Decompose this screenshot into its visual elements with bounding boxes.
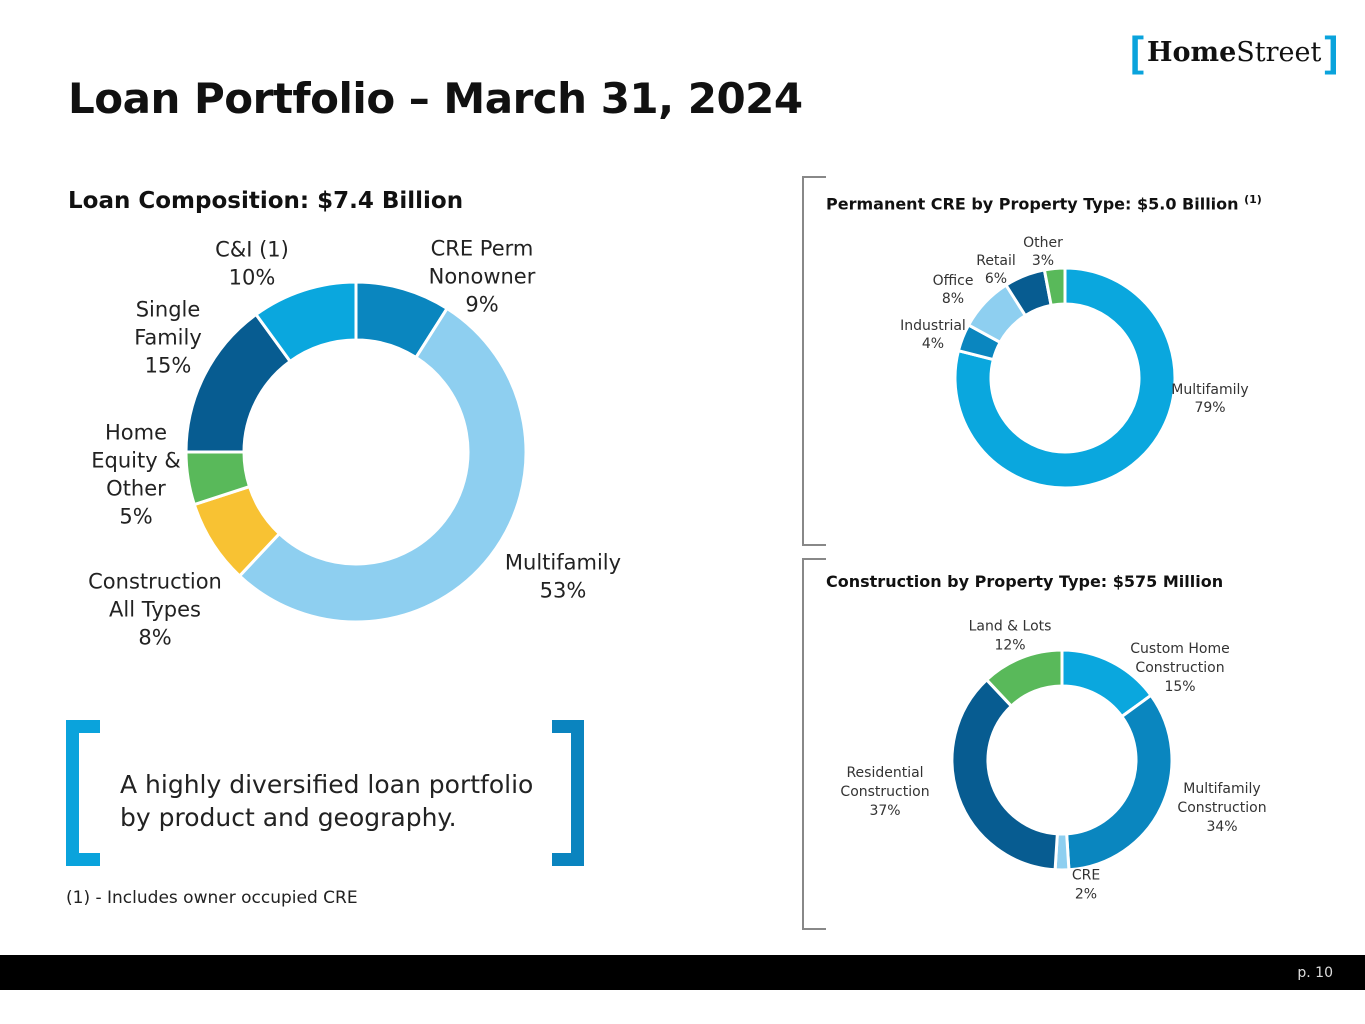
homestreet-logo: [ HomeStreet ] (1130, 30, 1338, 74)
construction-label-custom-home-construction: Custom Home Construction 15% (1130, 641, 1229, 695)
permanent-cre-donut-chart: Multifamily 79% Industrial 4% Office 8%Retail… (900, 235, 1249, 490)
loan-label-c-i-1: C&I (1) 10% (215, 237, 289, 289)
permanent-cre-footnote-ref: (1) (1244, 193, 1262, 206)
construction-slice-land-lots (984, 648, 1064, 709)
construction-donut-chart: Custom Home Construction 15% Multifamily Con… (840, 618, 1266, 902)
construction-slice-residential-construction (950, 677, 1059, 872)
cre-slice-other (1042, 266, 1067, 308)
callout-line-1: A highly diversified loan portfolio (120, 770, 534, 799)
cre-label-other: Other 3% (1023, 235, 1063, 269)
loan-label-cre-perm-nonowner: CRE Perm Nonowner 9% (429, 236, 536, 316)
footer-bar (0, 955, 1365, 990)
permanent-cre-heading-text: Permanent CRE by Property Type: $5.0 Bil… (826, 194, 1239, 214)
callout-text: A highly diversified loan portfolio by p… (120, 768, 550, 834)
callout-line-2: by product and geography. (120, 803, 457, 832)
loan-composition-heading: Loan Composition: $7.4 Billion (68, 188, 464, 214)
logo-bracket-right: ] (1324, 28, 1339, 75)
cre-label-multifamily: Multifamily 79% (1171, 382, 1248, 416)
cre-label-office: Office 8% (933, 273, 974, 307)
construction-heading: Construction by Property Type: $575 Mill… (826, 572, 1224, 591)
logo-wordmark: HomeStreet (1144, 37, 1324, 68)
callout-right-bracket (552, 720, 584, 866)
right-panel-bracket-top (802, 176, 826, 546)
loan-composition-donut-chart: CRE Perm Nonowner 9% Multifamily 53% Construc… (88, 236, 621, 649)
loan-label-multifamily: Multifamily 53% (505, 550, 621, 602)
loan-label-construction-all-types: Construction All Types 8% (88, 569, 222, 649)
callout-left-bracket (66, 720, 100, 866)
right-panel-bracket-bottom (802, 558, 826, 930)
page-number: p. 10 (1297, 965, 1333, 981)
logo-bracket-left: [ (1130, 28, 1144, 75)
construction-label-multifamily-construction: Multifamily Construction 34% (1177, 781, 1266, 835)
cre-slice-multifamily (953, 266, 1177, 490)
permanent-cre-heading: Permanent CRE by Property Type: $5.0 Bil… (826, 193, 1262, 213)
footnote: (1) - Includes owner occupied CRE (66, 888, 358, 908)
construction-slice-multifamily-construction (1065, 693, 1174, 872)
construction-label-cre: CRE 2% (1072, 867, 1100, 902)
construction-label-land-lots: Land & Lots 12% (969, 618, 1052, 653)
loan-label-home-equity-other: Home Equity & Other 5% (91, 420, 180, 528)
construction-label-residential-construction: Residential Construction 37% (840, 765, 929, 819)
logo-home-text: Home (1147, 36, 1237, 68)
loan-slice-multifamily (237, 306, 528, 624)
page-title: Loan Portfolio – March 31, 2024 (68, 74, 803, 123)
loan-label-single-family: Single Family 15% (134, 297, 202, 377)
logo-street-text: Street (1236, 36, 1322, 68)
loan-slice-c-i-1 (253, 280, 358, 364)
cre-label-retail: Retail 6% (976, 253, 1016, 287)
cre-label-industrial: Industrial 4% (900, 318, 966, 352)
